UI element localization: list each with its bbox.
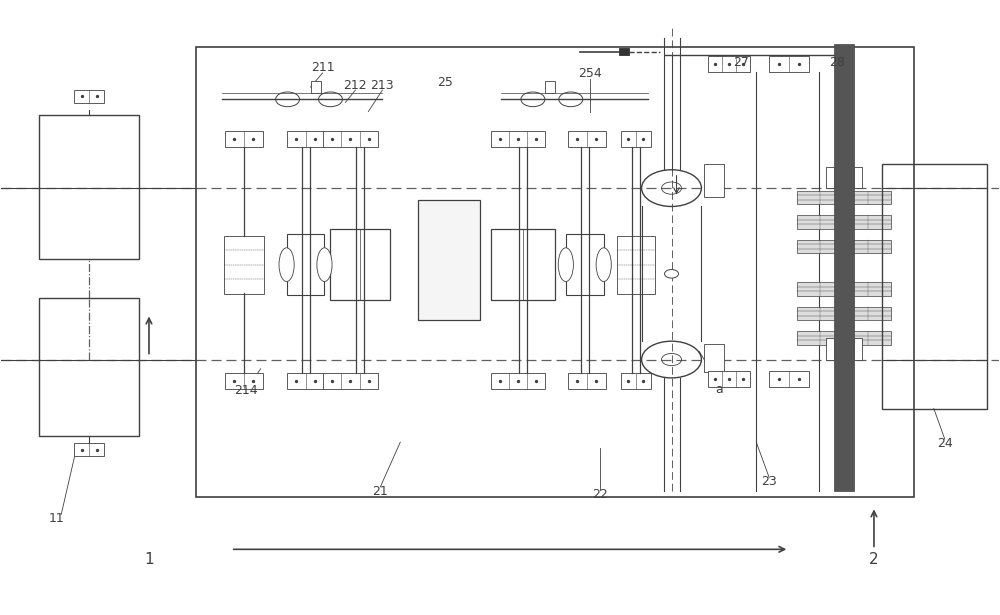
Text: 214: 214 bbox=[234, 384, 258, 397]
Bar bbox=[797, 331, 891, 345]
Bar bbox=[621, 373, 651, 389]
Bar bbox=[797, 191, 891, 204]
Bar bbox=[621, 131, 651, 147]
Bar bbox=[323, 131, 378, 147]
Text: 212: 212 bbox=[344, 79, 367, 92]
Bar bbox=[769, 371, 809, 387]
Text: 25: 25 bbox=[437, 76, 453, 89]
Bar bbox=[39, 114, 139, 258]
Bar bbox=[797, 215, 891, 229]
Bar bbox=[287, 131, 324, 147]
Bar bbox=[708, 56, 750, 72]
Text: 254: 254 bbox=[578, 67, 602, 80]
Text: 2: 2 bbox=[869, 552, 879, 567]
Bar bbox=[704, 344, 724, 372]
Circle shape bbox=[665, 269, 679, 278]
Bar bbox=[74, 443, 104, 456]
Ellipse shape bbox=[596, 248, 611, 282]
Bar bbox=[854, 167, 862, 188]
Text: 27: 27 bbox=[733, 56, 749, 69]
Bar bbox=[287, 373, 324, 389]
Bar bbox=[617, 236, 655, 294]
Bar bbox=[491, 131, 545, 147]
Bar bbox=[74, 90, 104, 103]
Text: 213: 213 bbox=[371, 79, 394, 92]
Bar bbox=[39, 298, 139, 436]
Bar bbox=[196, 47, 914, 498]
Bar bbox=[797, 307, 891, 320]
Bar bbox=[769, 56, 809, 72]
Bar bbox=[797, 282, 891, 296]
Bar bbox=[854, 338, 862, 360]
Bar bbox=[826, 167, 834, 188]
Bar bbox=[491, 373, 545, 389]
Text: 21: 21 bbox=[372, 485, 388, 498]
Text: 11: 11 bbox=[48, 512, 64, 525]
Bar bbox=[418, 200, 480, 320]
Text: 1: 1 bbox=[144, 552, 154, 567]
Bar bbox=[568, 373, 606, 389]
Text: 28: 28 bbox=[829, 56, 845, 69]
Bar bbox=[323, 373, 378, 389]
Bar bbox=[491, 229, 555, 300]
Text: a: a bbox=[716, 383, 723, 396]
Bar bbox=[834, 44, 854, 491]
Text: 211: 211 bbox=[311, 61, 334, 74]
Bar bbox=[225, 373, 263, 389]
Bar bbox=[704, 164, 724, 197]
Ellipse shape bbox=[558, 248, 573, 282]
Ellipse shape bbox=[279, 248, 294, 282]
Bar bbox=[797, 240, 891, 253]
Bar bbox=[619, 48, 629, 55]
Bar bbox=[568, 131, 606, 147]
Bar bbox=[287, 234, 324, 295]
Bar bbox=[311, 81, 320, 93]
Ellipse shape bbox=[317, 248, 332, 282]
Bar bbox=[330, 229, 390, 300]
Bar bbox=[826, 338, 834, 360]
Bar bbox=[882, 164, 987, 408]
Bar bbox=[224, 236, 264, 294]
Bar bbox=[708, 371, 750, 387]
Text: 22: 22 bbox=[592, 488, 608, 501]
Bar bbox=[225, 131, 263, 147]
Bar bbox=[566, 234, 604, 295]
Text: 24: 24 bbox=[937, 437, 953, 450]
Bar bbox=[545, 81, 555, 93]
Text: 23: 23 bbox=[761, 475, 777, 488]
